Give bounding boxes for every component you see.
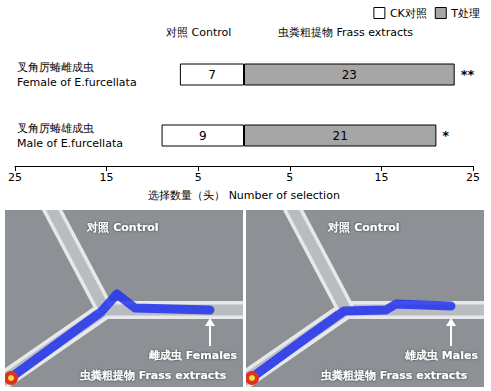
svg-text:5: 5 [195,171,202,184]
svg-text:虫粪粗提物 Frass extracts: 虫粪粗提物 Frass extracts [79,369,227,382]
svg-text:叉角厉蝽雌成虫: 叉角厉蝽雌成虫 [17,61,94,74]
svg-text:Male of E.furcellata: Male of E.furcellata [17,137,123,150]
svg-text:T处理: T处理 [450,7,480,20]
svg-text:虫粪粗提物 Frass extracts: 虫粪粗提物 Frass extracts [278,26,413,39]
svg-text:5: 5 [286,171,293,184]
svg-text:9: 9 [199,129,207,143]
svg-text:Female of E.furcellata: Female of E.furcellata [17,76,137,89]
svg-text:21: 21 [333,129,348,143]
svg-text:CK对照: CK对照 [390,7,427,20]
svg-text:对照 Control: 对照 Control [327,221,399,234]
svg-text:对照 Control: 对照 Control [86,221,158,234]
svg-text:*: * [442,128,449,143]
svg-text:选择数量（头） Number of selection: 选择数量（头） Number of selection [148,189,340,202]
svg-text:25: 25 [466,171,480,184]
svg-text:对照 Control: 对照 Control [166,26,231,39]
svg-text:7: 7 [208,68,216,82]
svg-text:15: 15 [374,171,388,184]
svg-text:25: 25 [8,171,22,184]
svg-text:雌成虫 Females: 雌成虫 Females [148,349,237,362]
svg-text:**: ** [461,67,475,82]
svg-text:虫粪粗提物 Frass extracts: 虫粪粗提物 Frass extracts [320,369,468,382]
svg-text:23: 23 [342,68,357,82]
svg-text:雄成虫 Males: 雄成虫 Males [404,349,478,362]
svg-text:叉角厉蝽雄成虫: 叉角厉蝽雄成虫 [17,122,94,135]
svg-text:15: 15 [100,171,114,184]
